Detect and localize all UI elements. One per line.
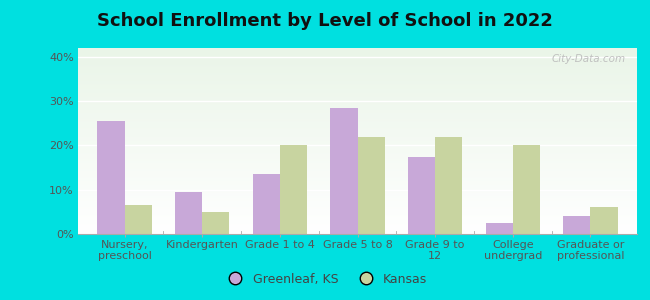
Bar [513,146,540,234]
Bar [590,207,618,234]
Bar [486,223,513,234]
Bar [358,136,385,234]
Bar [253,174,280,234]
Bar [98,121,125,234]
Bar [125,205,151,234]
Bar [435,136,462,234]
Text: School Enrollment by Level of School in 2022: School Enrollment by Level of School in … [97,12,553,30]
Bar [202,212,229,234]
Legend: Greenleaf, KS, Kansas: Greenleaf, KS, Kansas [218,268,432,291]
Bar [564,216,590,234]
Text: City-Data.com: City-Data.com [552,54,626,64]
Bar [330,108,358,234]
Bar [280,146,307,234]
Bar [175,192,202,234]
Bar [408,157,435,234]
